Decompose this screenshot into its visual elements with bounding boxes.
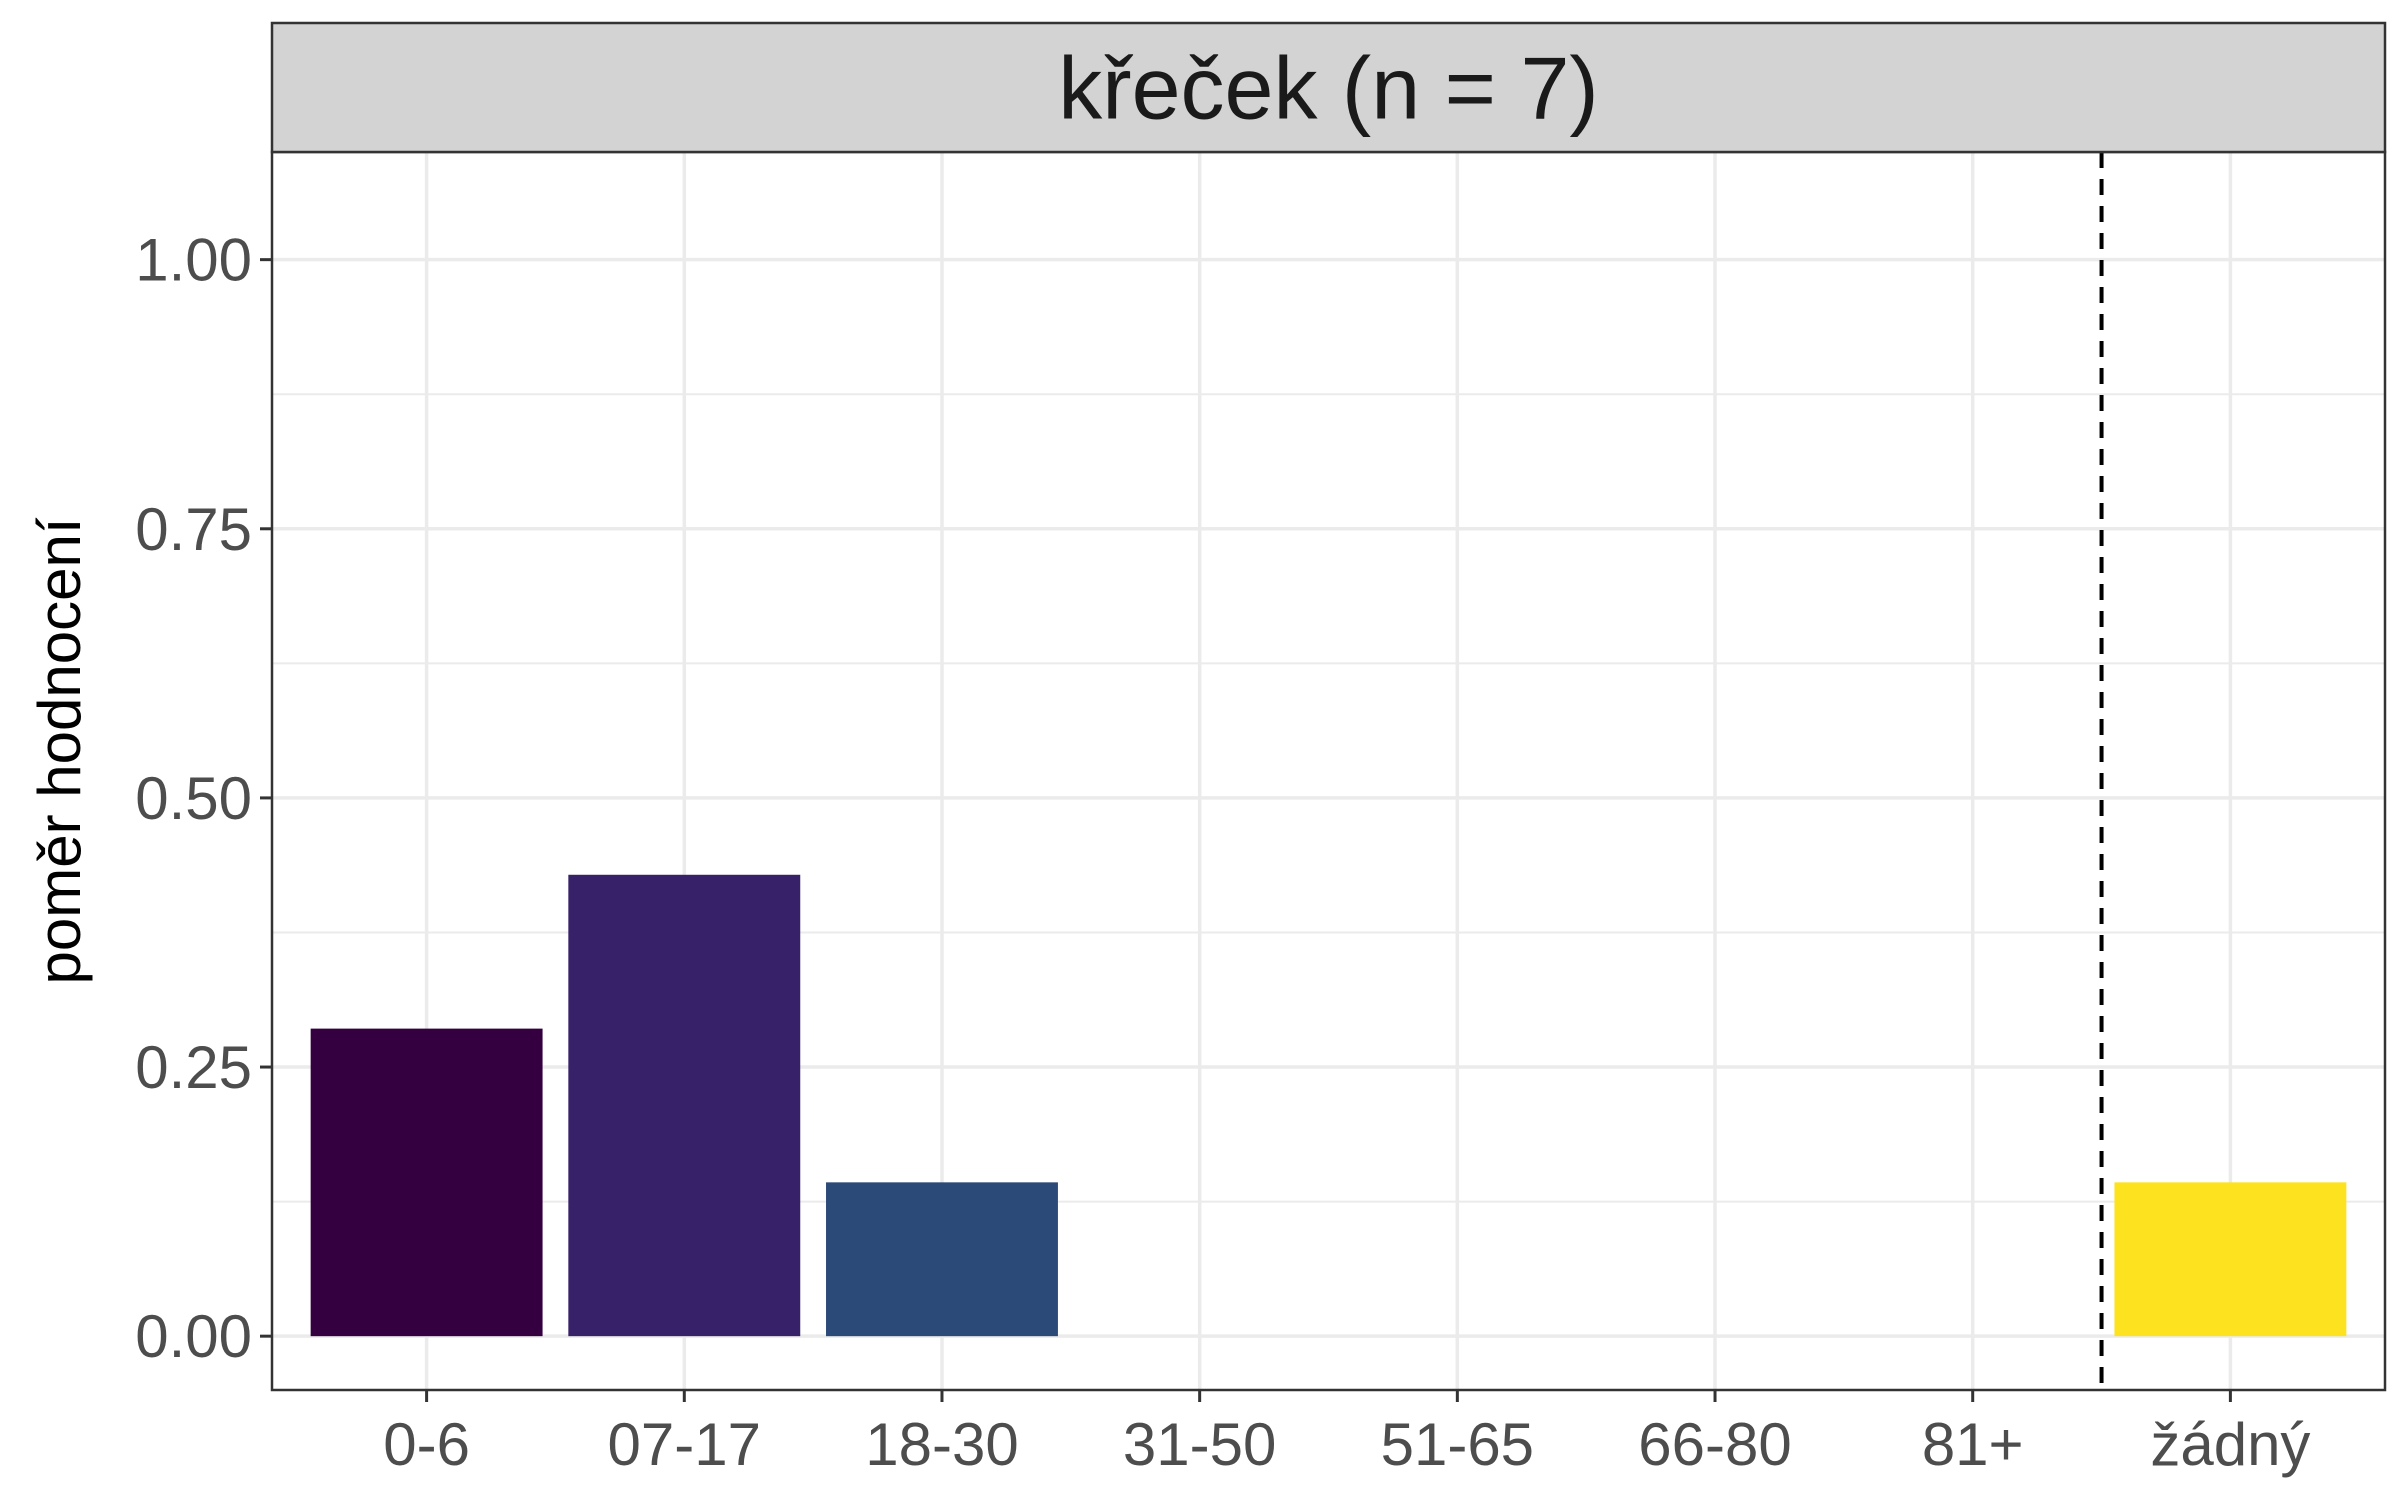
x-tick-label: 81+: [1922, 1411, 2024, 1478]
y-axis: 0.00 0.25 0.50 0.75 1.00: [135, 227, 272, 1370]
y-axis-title: poměr hodnocení: [26, 517, 93, 984]
bar-layer: [310, 874, 2347, 1337]
facet-strip: křeček (n = 7): [270, 21, 2387, 154]
y-tick-label: 0.25: [135, 1034, 252, 1101]
x-tick-label: žádný: [2150, 1411, 2310, 1478]
y-tick-label: 0.00: [135, 1303, 252, 1370]
x-tick-label: 66-80: [1638, 1411, 1791, 1478]
bar-0-6: [310, 1028, 543, 1337]
y-tick-label: 0.75: [135, 496, 252, 563]
bar-žádný: [2114, 1182, 2347, 1337]
facet-strip-background: [270, 21, 2387, 154]
x-tick-label: 51-65: [1381, 1411, 1534, 1478]
y-tick-label: 1.00: [135, 227, 252, 294]
facet-title: křeček (n = 7): [1058, 39, 1598, 138]
bar-07-17: [568, 874, 801, 1337]
x-tick-label: 0-6: [383, 1411, 470, 1478]
x-tick-label: 07-17: [608, 1411, 761, 1478]
bar-18-30: [826, 1182, 1058, 1337]
x-tick-label: 18-30: [865, 1411, 1018, 1478]
x-tick-label: 31-50: [1123, 1411, 1276, 1478]
y-tick-label: 0.50: [135, 765, 252, 832]
x-axis: 0-6 07-17 18-30 31-50 51-65 66-80 81+ žádný: [383, 1390, 2310, 1478]
